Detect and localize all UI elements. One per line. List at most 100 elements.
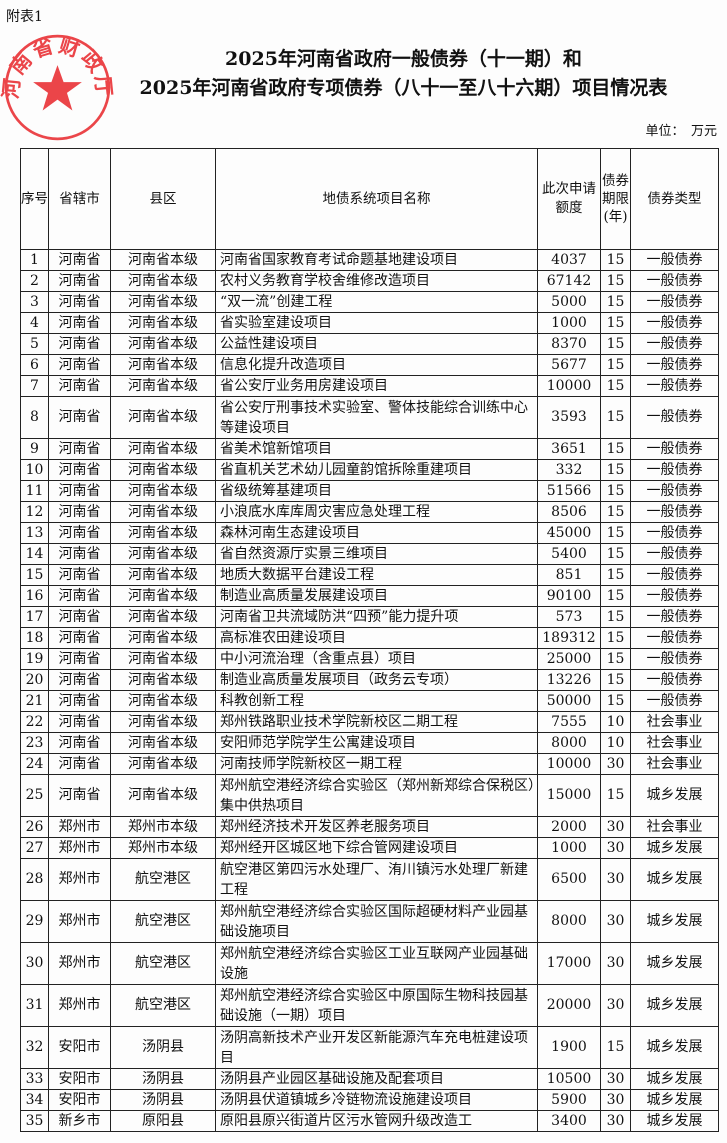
row-bond-type: 一般债券 bbox=[630, 543, 719, 565]
row-city: 河南省 bbox=[48, 564, 111, 586]
row-county: 河南省本级 bbox=[110, 522, 216, 544]
row-bond-type: 一般债券 bbox=[630, 585, 719, 607]
row-bond-type: 一般债券 bbox=[630, 333, 719, 355]
row-term: 30 bbox=[600, 816, 631, 838]
row-bond-type: 城乡发展 bbox=[630, 900, 719, 943]
row-city: 河南省 bbox=[48, 774, 111, 817]
row-index: 32 bbox=[20, 1026, 49, 1069]
table-header-row: 序号 省辖市 县区 地债系统项目名称 此次申请额度 债券期限(年) 债券类型 bbox=[20, 148, 719, 250]
row-project-name: 郑州航空港经济综合实验区中原国际生物科技园基础设施（一期）项目 bbox=[215, 984, 538, 1027]
row-index: 4 bbox=[20, 312, 49, 334]
row-amount: 5400 bbox=[537, 543, 601, 565]
row-index: 25 bbox=[20, 774, 49, 817]
row-county: 河南省本级 bbox=[110, 606, 216, 628]
table-row: 9 河南省 河南省本级 省美术馆新馆项目 3651 15 一般债券 bbox=[20, 438, 719, 460]
header-bond-type: 债券类型 bbox=[630, 148, 719, 250]
row-index: 1 bbox=[20, 249, 49, 271]
row-city: 河南省 bbox=[48, 522, 111, 544]
row-county: 河南省本级 bbox=[110, 564, 216, 586]
row-city: 郑州市 bbox=[48, 816, 111, 838]
row-city: 郑州市 bbox=[48, 837, 111, 859]
row-city: 河南省 bbox=[48, 249, 111, 271]
row-amount: 15000 bbox=[537, 774, 601, 817]
row-term: 15 bbox=[600, 354, 631, 376]
row-city: 河南省 bbox=[48, 669, 111, 691]
row-project-name: 河南技师学院新校区一期工程 bbox=[215, 753, 538, 775]
row-project-name: 省公安厅业务用房建设项目 bbox=[215, 375, 538, 397]
table-row: 21 河南省 河南省本级 科教创新工程 50000 15 一般债券 bbox=[20, 690, 719, 712]
row-term: 15 bbox=[600, 249, 631, 271]
table-row: 31 郑州市 航空港区 郑州航空港经济综合实验区中原国际生物科技园基础设施（一期）项目… bbox=[20, 984, 719, 1027]
row-index: 19 bbox=[20, 648, 49, 670]
row-city: 安阳市 bbox=[48, 1068, 111, 1090]
row-city: 郑州市 bbox=[48, 942, 111, 985]
row-project-name: 郑州航空港经济综合实验区国际超硬材料产业园基础设施项目 bbox=[215, 900, 538, 943]
row-amount: 1000 bbox=[537, 312, 601, 334]
row-project-name: 高标准农田建设项目 bbox=[215, 627, 538, 649]
row-bond-type: 一般债券 bbox=[630, 459, 719, 481]
row-amount: 10500 bbox=[537, 1068, 601, 1090]
title-line-2: 2025年河南省政府专项债券（八十一至八十六期）项目情况表 bbox=[139, 77, 668, 99]
row-bond-type: 社会事业 bbox=[630, 816, 719, 838]
table-row: 23 河南省 河南省本级 安阳师范学院学生公寓建设项目 8000 10 社会事业 bbox=[20, 732, 719, 754]
row-bond-type: 城乡发展 bbox=[630, 837, 719, 859]
row-amount: 1000 bbox=[537, 837, 601, 859]
row-amount: 5900 bbox=[537, 1089, 601, 1111]
row-bond-type: 一般债券 bbox=[630, 690, 719, 712]
row-city: 河南省 bbox=[48, 732, 111, 754]
row-amount: 5677 bbox=[537, 354, 601, 376]
row-bond-type: 一般债券 bbox=[630, 291, 719, 313]
row-amount: 50000 bbox=[537, 690, 601, 712]
row-term: 15 bbox=[600, 522, 631, 544]
row-county: 河南省本级 bbox=[110, 291, 216, 313]
table-row: 11 河南省 河南省本级 省级统筹基建项目 51566 15 一般债券 bbox=[20, 480, 719, 502]
row-project-name: 制造业高质量发展项目（政务云专项） bbox=[215, 669, 538, 691]
row-amount: 13226 bbox=[537, 669, 601, 691]
row-term: 10 bbox=[600, 711, 631, 733]
row-bond-type: 一般债券 bbox=[630, 501, 719, 523]
row-city: 河南省 bbox=[48, 459, 111, 481]
row-index: 7 bbox=[20, 375, 49, 397]
row-term: 30 bbox=[600, 858, 631, 901]
row-project-name: 小浪底水库库周灾害应急处理工程 bbox=[215, 501, 538, 523]
row-bond-type: 一般债券 bbox=[630, 249, 719, 271]
row-term: 30 bbox=[600, 837, 631, 859]
table-row: 10 河南省 河南省本级 省直机关艺术幼儿园童韵馆拆除重建项目 332 15 一般债券 bbox=[20, 459, 719, 481]
row-project-name: 信息化提升改造项目 bbox=[215, 354, 538, 376]
attachment-label: 附表1 bbox=[6, 9, 43, 25]
table-row: 35 新乡市 原阳县 原阳县原兴街道片区污水管网升级改造工 3400 30 城乡发展 bbox=[20, 1110, 719, 1132]
row-city: 河南省 bbox=[48, 627, 111, 649]
row-index: 23 bbox=[20, 732, 49, 754]
row-index: 28 bbox=[20, 858, 49, 901]
row-index: 29 bbox=[20, 900, 49, 943]
row-amount: 90100 bbox=[537, 585, 601, 607]
row-term: 15 bbox=[600, 606, 631, 628]
row-project-name: 公益性建设项目 bbox=[215, 333, 538, 355]
table-row: 6 河南省 河南省本级 信息化提升改造项目 5677 15 一般债券 bbox=[20, 354, 719, 376]
row-city: 安阳市 bbox=[48, 1089, 111, 1111]
row-index: 35 bbox=[20, 1110, 49, 1132]
row-term: 15 bbox=[600, 669, 631, 691]
row-bond-type: 一般债券 bbox=[630, 438, 719, 460]
row-term: 30 bbox=[600, 1068, 631, 1090]
table-row: 2 河南省 河南省本级 农村义务教育学校舍维修改造项目 67142 15 一般债券 bbox=[20, 270, 719, 292]
row-county: 河南省本级 bbox=[110, 501, 216, 523]
row-amount: 45000 bbox=[537, 522, 601, 544]
header-county: 县区 bbox=[110, 148, 216, 250]
table-row: 15 河南省 河南省本级 地质大数据平台建设工程 851 15 一般债券 bbox=[20, 564, 719, 586]
row-county: 郑州市本级 bbox=[110, 816, 216, 838]
row-county: 河南省本级 bbox=[110, 438, 216, 460]
row-project-name: 郑州铁路职业技术学院新校区二期工程 bbox=[215, 711, 538, 733]
table-row: 7 河南省 河南省本级 省公安厅业务用房建设项目 10000 15 一般债券 bbox=[20, 375, 719, 397]
row-index: 14 bbox=[20, 543, 49, 565]
row-county: 河南省本级 bbox=[110, 627, 216, 649]
row-index: 11 bbox=[20, 480, 49, 502]
row-bond-type: 一般债券 bbox=[630, 564, 719, 586]
row-amount: 1900 bbox=[537, 1026, 601, 1069]
row-amount: 10000 bbox=[537, 375, 601, 397]
row-index: 24 bbox=[20, 753, 49, 775]
table-row: 17 河南省 河南省本级 河南省卫共流域防洪“四预”能力提升项 573 15 一般债券 bbox=[20, 606, 719, 628]
row-county: 河南省本级 bbox=[110, 543, 216, 565]
row-bond-type: 城乡发展 bbox=[630, 1026, 719, 1069]
row-county: 河南省本级 bbox=[110, 375, 216, 397]
